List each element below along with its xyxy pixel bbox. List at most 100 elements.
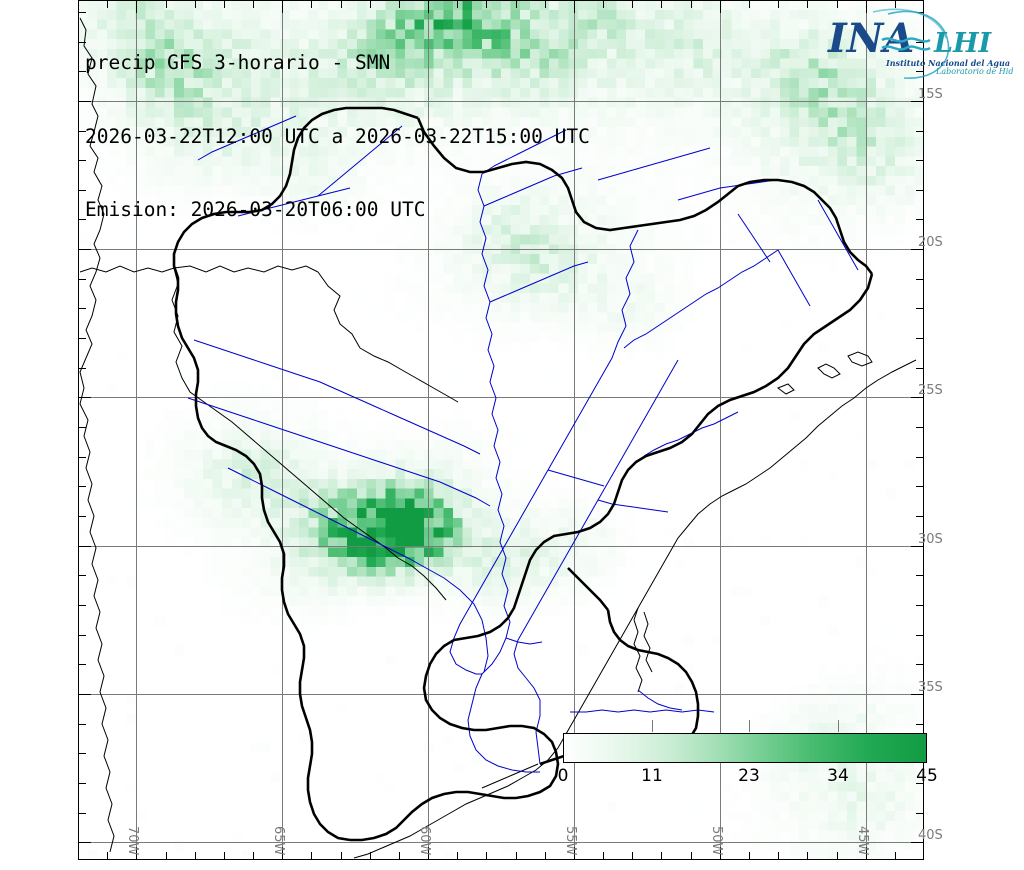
tick-left-lat [78, 41, 86, 43]
lon-label-60W: 60W [417, 826, 433, 856]
tick-top-lon [486, 0, 488, 8]
tick-bottom-lon [632, 852, 634, 860]
tick-bottom-lon [807, 852, 809, 860]
tick-bottom-lon [486, 852, 488, 860]
ina-lhi-logo[interactable]: INA Instituto Nacional del Agua LHI Labo… [826, 8, 1024, 82]
tick-right-lat [911, 397, 924, 399]
gridline-lat-15S [78, 100, 924, 102]
tick-bottom-lon [282, 847, 284, 860]
tick-right-lat [916, 664, 924, 666]
tick-top-lon [544, 0, 546, 8]
tick-top-lon [515, 0, 517, 8]
tick-right-lat [911, 100, 924, 102]
title-line-valid-period: 2026-03-22T12:00 UTC a 2026-03-22T15:00 … [85, 124, 590, 148]
tick-top-lon [836, 0, 838, 8]
tick-bottom-lon [544, 852, 546, 860]
tick-bottom-lon [573, 847, 575, 860]
tick-left-lat [78, 427, 86, 428]
tick-right-lat [916, 634, 924, 636]
tick-left-lat [78, 11, 86, 13]
lon-label-45W: 45W [854, 826, 870, 856]
tick-left-lat [78, 812, 86, 814]
tick-right-lat [916, 812, 924, 814]
lon-label-50W: 50W [708, 826, 724, 856]
tick-right-lat [916, 308, 924, 310]
tick-left-lat [78, 397, 91, 399]
tick-left-lat [78, 130, 86, 132]
colorbar-tick [749, 720, 750, 732]
tick-left-lat [78, 693, 91, 695]
tick-top-lon [398, 0, 400, 8]
tick-right-lat [916, 71, 924, 73]
tick-right-lat [916, 486, 924, 488]
tick-right-lat [911, 545, 924, 547]
tick-top-lon [778, 0, 780, 8]
geography-layer [78, 0, 924, 860]
colorbar-tick [838, 720, 839, 732]
tick-left-lat [78, 249, 91, 251]
colorbar-tick [652, 720, 653, 732]
tick-right-lat [916, 456, 924, 458]
gridline-lat-25S [78, 397, 924, 399]
tick-left-lat [78, 723, 86, 725]
tick-top-lon [632, 0, 634, 8]
tick-bottom-lon [690, 852, 692, 860]
tick-right-lat [916, 782, 924, 784]
gridline-lon-45W [865, 0, 867, 860]
tick-top-lon [194, 0, 196, 8]
tick-bottom-lon [749, 852, 750, 860]
tick-left-lat [78, 338, 86, 340]
tick-top-lon [78, 0, 79, 8]
tick-top-lon [573, 0, 575, 13]
tick-bottom-lon [865, 847, 867, 860]
colorbar-label-45: 45 [916, 766, 938, 786]
tick-top-lon [894, 0, 896, 8]
lat-label-20S: 20S [918, 235, 943, 251]
tick-left-lat [78, 219, 86, 221]
tick-left-lat [78, 308, 86, 310]
tick-top-lon [719, 0, 721, 13]
tick-left-lat [78, 545, 91, 547]
tick-top-lon [223, 0, 225, 8]
tick-bottom-lon [398, 852, 400, 860]
tick-right-lat [911, 249, 924, 251]
tick-right-lat [916, 575, 924, 577]
lat-label-35S: 35S [918, 679, 943, 695]
tick-top-lon [107, 0, 109, 8]
lat-label-25S: 25S [918, 383, 943, 399]
tick-bottom-lon [253, 852, 254, 860]
tick-right-lat [911, 693, 924, 695]
lat-label-40S: 40S [918, 828, 943, 844]
tick-top-lon [282, 0, 284, 13]
tick-left-lat [78, 100, 91, 102]
tick-left-lat [78, 842, 91, 844]
tick-left-lat [78, 664, 86, 666]
tick-top-lon [311, 0, 313, 8]
tick-top-lon [603, 0, 605, 8]
map-plot-area[interactable] [78, 0, 924, 860]
tick-bottom-lon [194, 852, 196, 860]
gridline-lat-30S [78, 545, 924, 547]
tick-left-lat [78, 486, 86, 488]
tick-bottom-lon [778, 852, 780, 860]
title-line-variable: precip GFS 3-horario - SMN [85, 51, 391, 74]
title-line-emission: Emision: 2026-03-20T06:00 UTC [85, 198, 426, 221]
tick-left-lat [78, 605, 86, 606]
tick-left-lat [78, 71, 86, 73]
tick-top-lon [457, 0, 459, 8]
colorbar-label-11: 11 [641, 766, 663, 786]
tick-left-lat [78, 575, 86, 577]
tick-left-lat [78, 456, 86, 458]
tick-right-lat [916, 219, 924, 221]
tick-bottom-lon [340, 852, 342, 860]
tick-right-lat [916, 189, 924, 191]
tick-right-lat [916, 605, 924, 606]
tick-bottom-lon [515, 852, 517, 860]
colorbar-label-34: 34 [827, 766, 849, 786]
colorbar-gradient [563, 733, 927, 763]
tick-top-lon [807, 0, 809, 8]
tick-left-lat [78, 753, 86, 755]
tick-bottom-lon [836, 852, 838, 860]
tick-right-lat [916, 367, 924, 369]
logo-lhi-subtitle: Laboratorio de Hidrologia [935, 67, 1014, 76]
